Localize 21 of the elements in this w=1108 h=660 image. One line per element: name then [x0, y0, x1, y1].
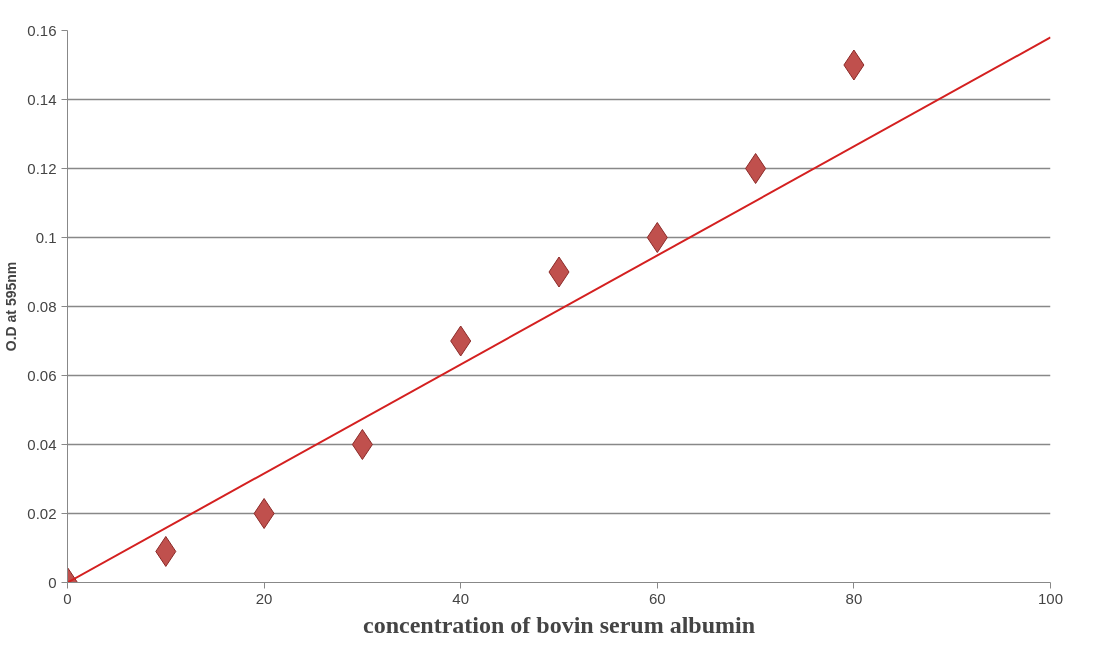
x-tick-label: 100 [1037, 589, 1064, 607]
point [745, 153, 767, 184]
y-tick-label: 0.06 [27, 366, 57, 384]
x-tick-label: 20 [255, 589, 273, 607]
x-tick-label: 40 [452, 589, 470, 607]
y-tick-label: 0.1 [35, 228, 57, 246]
y-tick-label: 0.16 [27, 21, 57, 39]
y-tick-label: 0 [48, 573, 57, 591]
y-tick-label: 0.12 [27, 159, 57, 177]
y-tick-label: 0.14 [27, 90, 57, 108]
y-tick-label: 0.04 [27, 435, 57, 453]
y-tick-label: 0.08 [27, 297, 57, 315]
x-tick-label: 60 [648, 589, 666, 607]
point [253, 498, 275, 529]
y-axis-title: O.D at 595nm [3, 261, 20, 352]
x-tick-label: 80 [845, 589, 863, 607]
point [351, 429, 373, 460]
y-tick-label: 0.02 [27, 504, 57, 522]
x-axis-title: concentration of bovin serum albumin [362, 611, 756, 638]
x-tick-label: 0 [63, 589, 72, 607]
point [646, 222, 668, 253]
